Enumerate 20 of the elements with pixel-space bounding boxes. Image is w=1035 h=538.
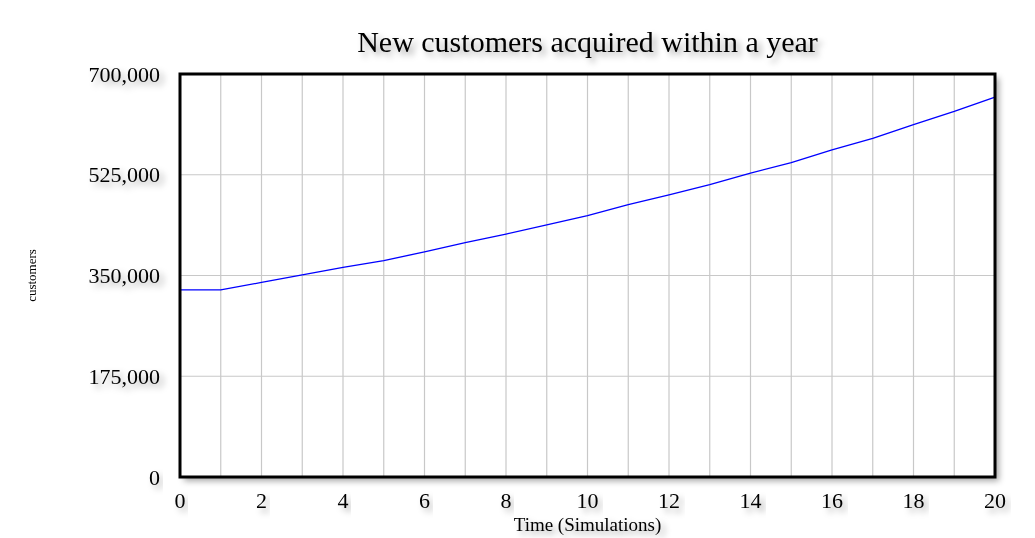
x-tick-label: 10 [576, 488, 599, 513]
x-tick-label: 6 [419, 488, 430, 513]
y-axis-title: customers [24, 249, 39, 302]
y-tick-label: 525,000 [88, 162, 160, 188]
x-tick-label: 12 [658, 488, 680, 513]
x-tick-label: 16 [821, 488, 843, 513]
x-tick-label: 14 [739, 488, 762, 513]
y-tick-label: 700,000 [88, 61, 160, 87]
x-tick-label: 2 [256, 488, 267, 513]
x-tick-label: 0 [174, 488, 186, 513]
x-tick-label: 4 [337, 488, 349, 513]
line-series [179, 96, 996, 291]
x-axis-title: Time (Simulations) [513, 514, 662, 536]
y-tick-label: 350,000 [88, 263, 160, 289]
chart-title: New customers acquired within a year [357, 25, 818, 58]
y-tick-label: 175,000 [88, 363, 160, 389]
x-tick-label: 20 [984, 488, 1006, 513]
x-tick-label: 18 [902, 488, 925, 513]
x-tick-label: 8 [500, 488, 512, 513]
y-tick-label: 0 [149, 464, 160, 490]
